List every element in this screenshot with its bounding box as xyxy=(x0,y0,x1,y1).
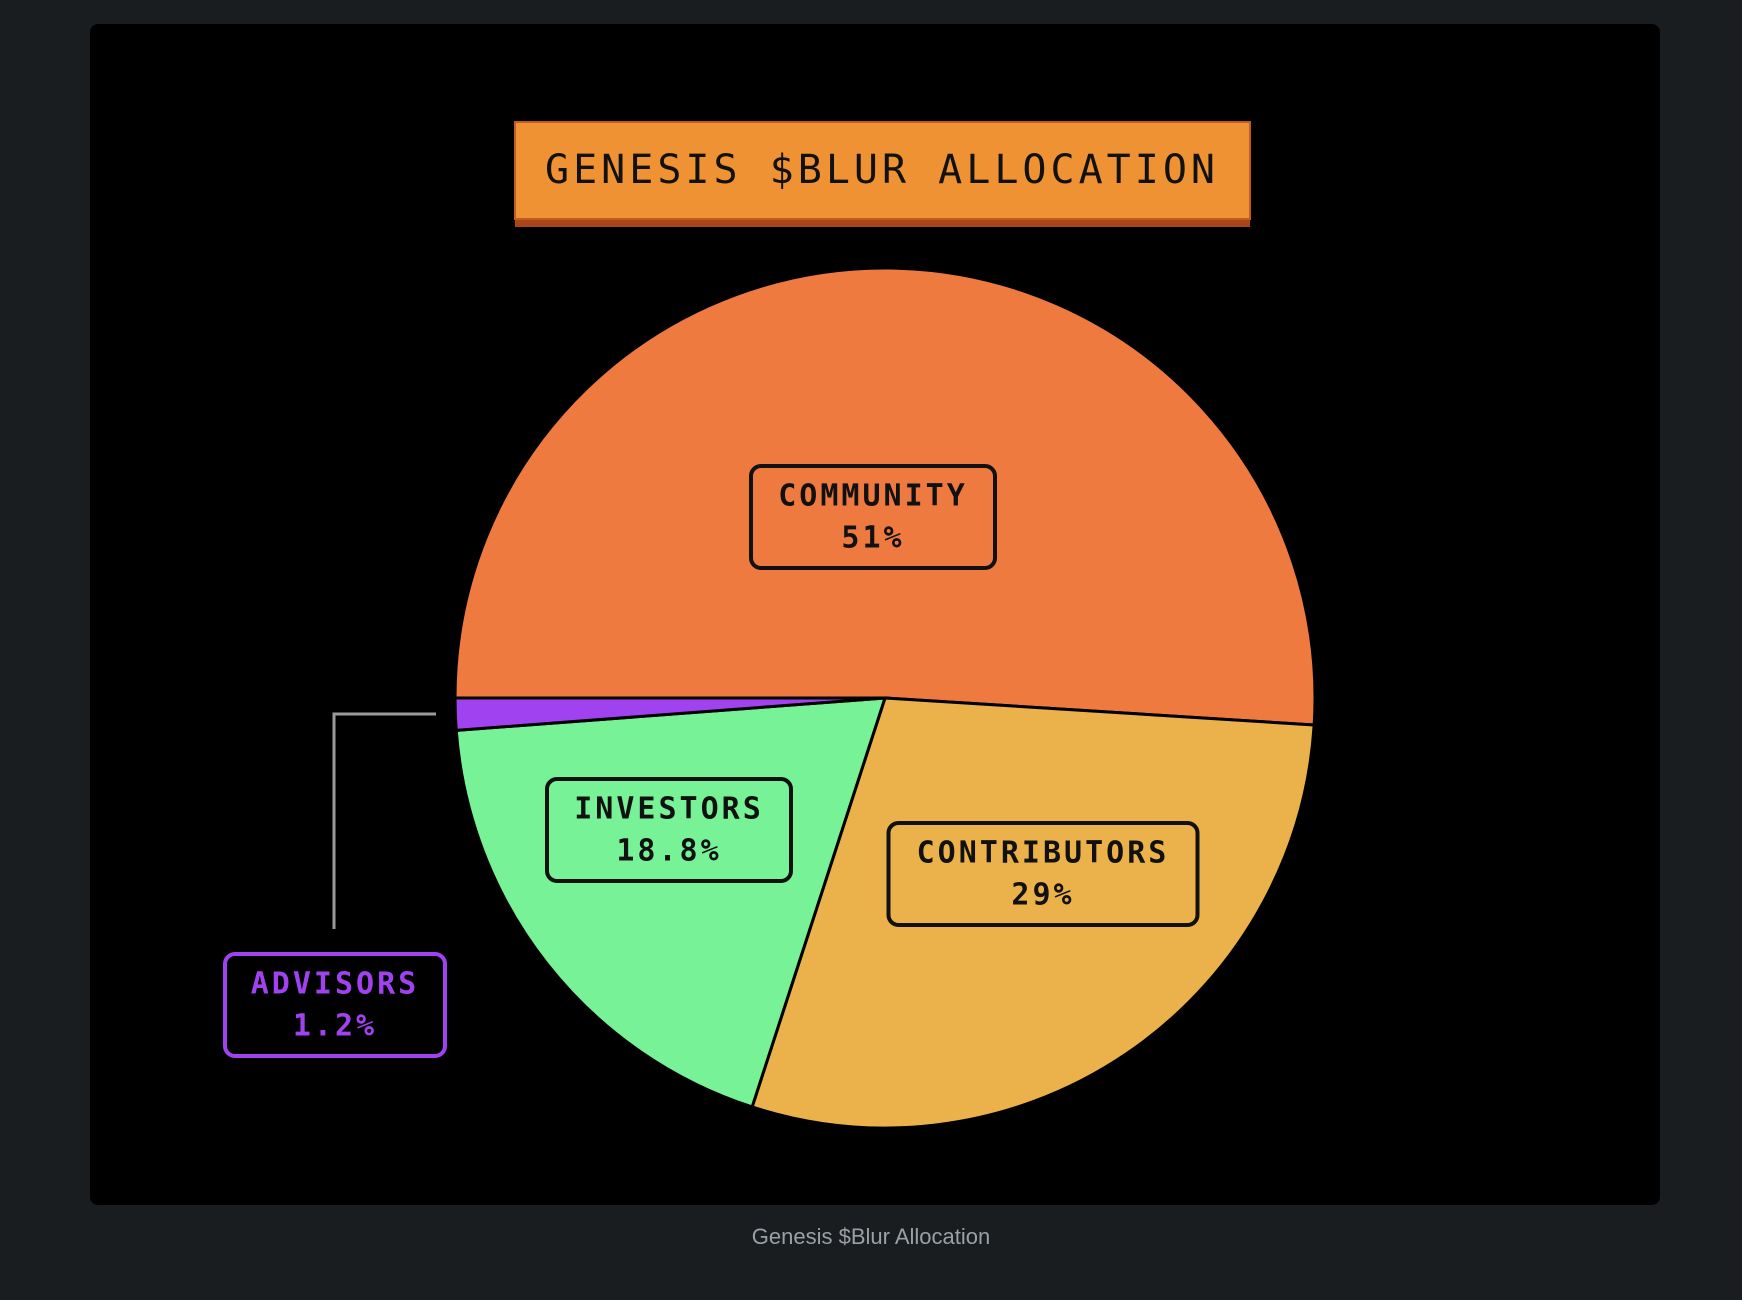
title-box xyxy=(514,121,1251,220)
slice-value-label: 18.8% xyxy=(616,834,721,869)
slice-value-label: 51% xyxy=(841,521,904,556)
slice-label: COMMUNITY xyxy=(778,479,968,514)
label-box xyxy=(749,464,997,570)
pie xyxy=(453,266,1317,1130)
slice-value-label: 1.2% xyxy=(293,1009,377,1044)
label-box xyxy=(223,952,447,1058)
connector-line xyxy=(332,712,436,929)
labels: COMMUNITY 51% CONTRIBUTORS 29% INVESTORS 18.8… xyxy=(223,464,1200,1058)
slice-label: CONTRIBUTORS xyxy=(917,836,1170,871)
slice-label: ADVISORS xyxy=(251,967,420,1002)
caption: Genesis $Blur Allocation xyxy=(751,1224,991,1249)
label-box xyxy=(886,821,1200,927)
label-box xyxy=(545,777,793,883)
chart-title: GENESIS $BLUR ALLOCATION xyxy=(545,147,1219,193)
slice-value-label: 29% xyxy=(1011,878,1074,913)
slice-label: INVESTORS xyxy=(574,792,764,827)
pie-slice xyxy=(453,696,886,732)
